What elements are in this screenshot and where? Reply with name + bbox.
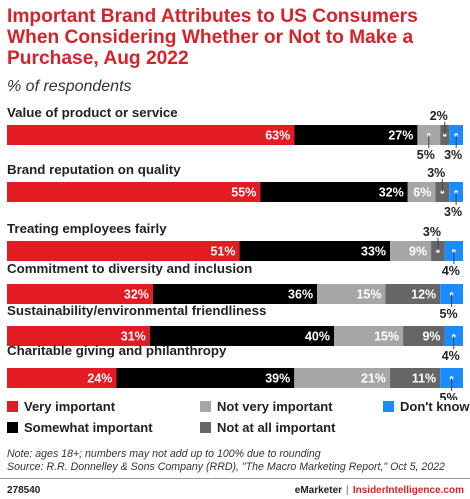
- legend-item-not-very-important: Not very important: [200, 399, 333, 414]
- data-label: 55%: [231, 186, 256, 200]
- legend-label: Not at all important: [217, 420, 336, 435]
- footer-divider: [0, 478, 470, 479]
- bar-not-at-all-important: [390, 368, 441, 388]
- legend-label: Very important: [24, 399, 116, 414]
- data-label: 9%: [409, 245, 427, 259]
- category-label: Sustainability/environmental friendlines…: [7, 303, 266, 318]
- data-label: 6%: [413, 186, 431, 200]
- data-label: 15%: [374, 330, 399, 344]
- legend-item-somewhat-important: Somewhat important: [7, 420, 153, 435]
- legend-swatch: [200, 422, 211, 433]
- data-label: 39%: [265, 372, 290, 386]
- data-label: 21%: [361, 372, 386, 386]
- legend-swatch: [7, 401, 18, 412]
- data-label: 24%: [87, 372, 112, 386]
- chart-source: Source: R.R. Donnelley & Sons Company (R…: [7, 461, 445, 473]
- category-label: Value of product or service: [7, 105, 178, 120]
- data-label: 5%: [417, 148, 435, 162]
- data-label: 63%: [265, 129, 290, 143]
- bar-not-at-all-important: [403, 326, 445, 346]
- legend-swatch: [7, 422, 18, 433]
- data-label: 33%: [361, 245, 386, 259]
- bar-very-important: [7, 241, 240, 261]
- bar-very-important: [7, 368, 117, 388]
- data-label: 3%: [444, 148, 462, 162]
- data-label: 5%: [440, 391, 458, 400]
- data-label: 4%: [442, 264, 460, 278]
- bar-somewhat-important: [152, 284, 318, 304]
- legend-label: Not very important: [217, 399, 333, 414]
- bar-not-very-important: [407, 182, 436, 202]
- brand-separator: |: [346, 485, 349, 496]
- category-label: Brand reputation on quality: [7, 162, 181, 177]
- bar-not-very-important: [294, 368, 391, 388]
- legend-item-very-important: Very important: [7, 399, 115, 414]
- legend-label: Somewhat important: [24, 420, 153, 435]
- bar-somewhat-important: [260, 182, 408, 202]
- legend-swatch: [200, 401, 211, 412]
- chart-plot: Value of product or service 63% 27% 5% 2% 3% B…: [7, 105, 463, 400]
- data-label: 12%: [411, 288, 436, 302]
- data-label: 4%: [442, 349, 460, 363]
- footer-brand: eMarketer | InsiderIntelligence.com: [295, 485, 464, 496]
- bar-somewhat-important: [294, 125, 418, 145]
- legend-item-dont-know: Don't know: [383, 399, 470, 414]
- data-label: 11%: [412, 372, 436, 386]
- data-label: 32%: [124, 288, 149, 302]
- data-label: 32%: [379, 186, 404, 200]
- bar-very-important: [7, 182, 261, 202]
- data-label: 27%: [388, 129, 413, 143]
- data-label: 2%: [430, 109, 448, 123]
- chart-id: 278540: [7, 485, 41, 496]
- data-label: 3%: [427, 166, 445, 180]
- category-label: Commitment to diversity and inclusion: [7, 261, 252, 276]
- legend-item-not-at-all-important: Not at all important: [200, 420, 335, 435]
- data-label: 40%: [305, 330, 330, 344]
- bar-very-important: [7, 284, 153, 304]
- data-label: 9%: [422, 330, 440, 344]
- bar-very-important: [7, 326, 150, 346]
- data-label: 15%: [356, 288, 381, 302]
- chart-title: Important Brand Attributes to US Consume…: [7, 6, 418, 69]
- data-label: 3%: [423, 225, 441, 239]
- data-label: 5%: [440, 307, 458, 321]
- bar-not-very-important: [317, 284, 386, 304]
- bar-not-very-important: [334, 326, 404, 346]
- chart-legend: Very important Somewhat important Not ve…: [0, 399, 470, 439]
- data-label: 3%: [444, 205, 462, 219]
- legend-label: Don't know: [400, 399, 470, 414]
- brand-name: eMarketer: [294, 485, 343, 496]
- data-label: 31%: [121, 330, 146, 344]
- chart-note: Note: ages 18+; numbers may not add up t…: [7, 448, 321, 460]
- category-label: Charitable giving and philanthropy: [7, 343, 227, 358]
- bar-somewhat-important: [149, 326, 335, 346]
- category-label: Treating employees fairly: [7, 221, 167, 236]
- data-label: 36%: [288, 288, 313, 302]
- brand-site-link[interactable]: InsiderIntelligence.com: [352, 485, 464, 496]
- chart-subtitle: % of respondents: [7, 78, 132, 95]
- bar-very-important: [7, 125, 295, 145]
- bar-not-at-all-important: [385, 284, 441, 304]
- legend-swatch: [383, 401, 394, 412]
- data-label: 51%: [211, 245, 236, 259]
- bar-not-very-important: [390, 241, 432, 261]
- bar-somewhat-important: [239, 241, 391, 261]
- bar-somewhat-important: [116, 368, 295, 388]
